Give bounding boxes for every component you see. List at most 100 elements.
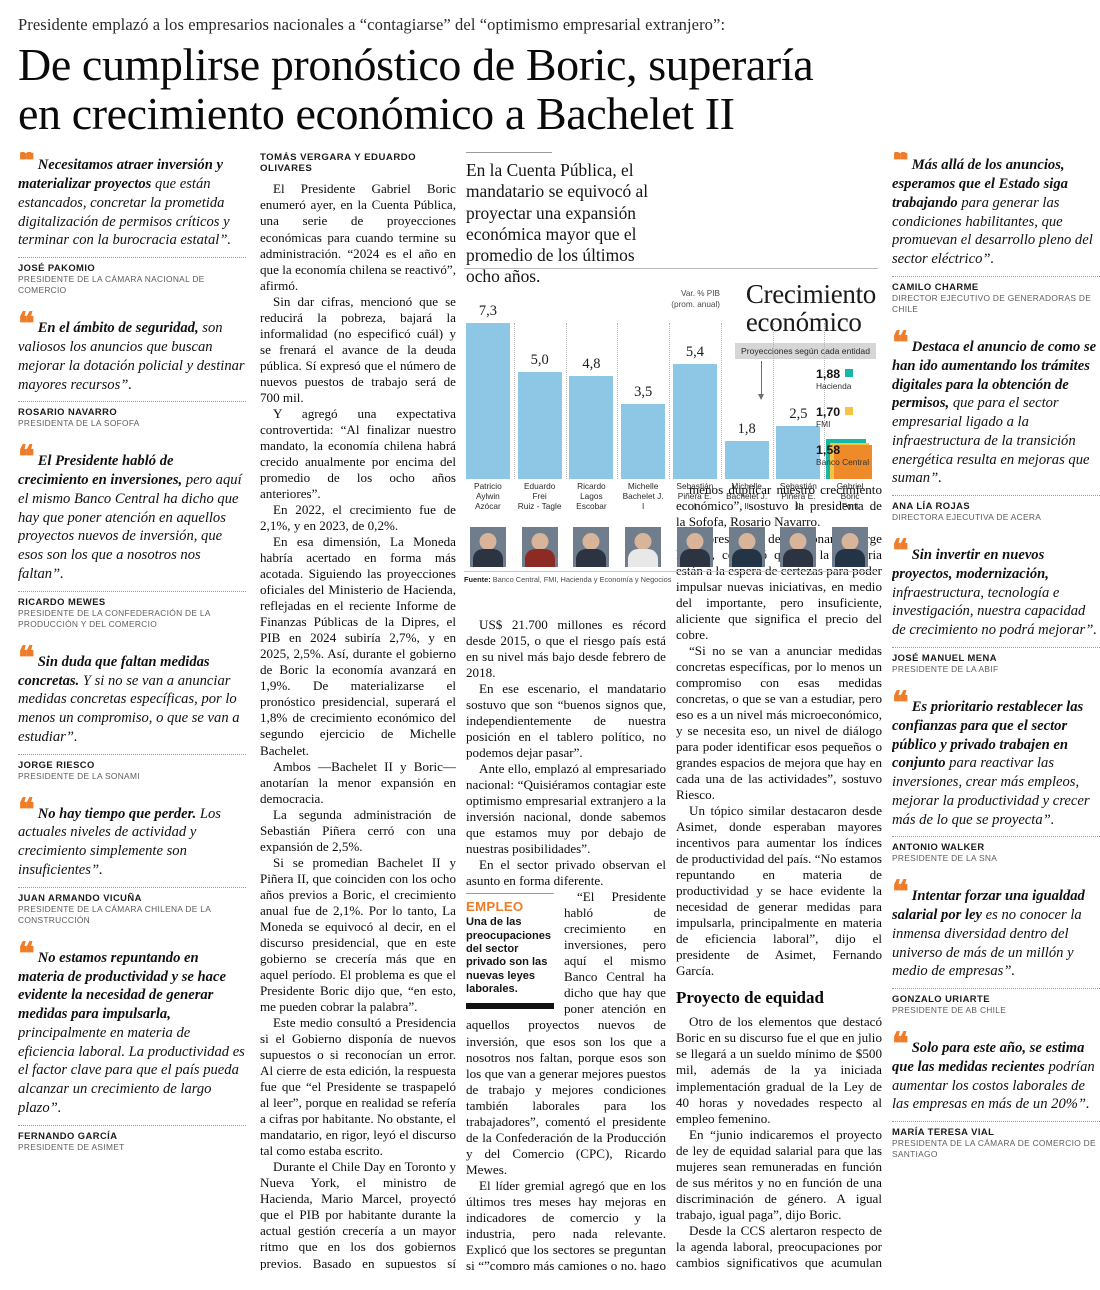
- paragraph: En “junio indicaremos el proyecto de ley…: [676, 1126, 882, 1222]
- body-text-2: US$ 21.700 millones es récord desde 2015…: [466, 617, 666, 890]
- projection-arrow-icon: [758, 361, 764, 400]
- quote-author: MARÍA TERESA VIAL: [892, 1126, 995, 1138]
- quote-text: Sin invertir en nuevos proyectos, modern…: [892, 547, 1097, 638]
- quote-author: JOSÉ MANUEL MENA: [892, 651, 997, 663]
- quote-author: ANTONIO WALKER: [892, 841, 985, 853]
- chart-category-label-line: Font: [841, 501, 859, 512]
- president-photo: [728, 527, 765, 567]
- kicker: Presidente emplazó a los empresarios nac…: [18, 15, 726, 34]
- paragraph: US$ 21.700 millones es récord desde 2015…: [466, 616, 666, 680]
- photo-face: [686, 533, 704, 550]
- chart-separator: [617, 323, 619, 479]
- source-label: Fuente:: [464, 575, 491, 584]
- chart-separator: [824, 323, 826, 479]
- photo-face: [789, 533, 807, 550]
- quote-author: JOSÉ PAKOMIO: [18, 262, 96, 274]
- quote-divider: [18, 401, 246, 403]
- chart-bar-group: 7,3: [465, 303, 510, 479]
- chart-bar-group: 1,8: [724, 421, 769, 479]
- projection-value: 1,88: [816, 367, 841, 381]
- quote-author-role: DIRECTOR EJECUTIVO DE GENERADORAS DE CHI…: [892, 292, 1092, 314]
- quote-text-bold: No estamos repuntando en materia de prod…: [18, 949, 226, 1023]
- chart-bar-value: 2,5: [789, 405, 808, 422]
- projection-entity: FMI: [816, 418, 831, 429]
- quote-text-bold: Solo para este año, se estima que las me…: [892, 1040, 1085, 1075]
- quote-text-bold: El Presidente habló de crecimiento en in…: [18, 453, 183, 489]
- chart-bar-group: 3,5: [621, 384, 666, 479]
- photo-body: [835, 549, 866, 567]
- quote-author-role: PRESIDENTA DE LA CÁMARA DE COMERCIO DE S…: [892, 1138, 1096, 1160]
- quote-divider: [18, 753, 246, 755]
- quote-author: ROSARIO NAVARRO: [18, 406, 118, 418]
- projection-entity: Banco Central: [816, 456, 870, 467]
- quote-divider: [892, 275, 1100, 277]
- chart-category-label: Patricio Aylwin Azócar: [461, 481, 515, 511]
- quote-block: ❝ En el ámbito de seguridad, son valiosos…: [18, 309, 246, 429]
- chart-category-label-line: I: [641, 501, 645, 512]
- chart-category-label-line: Azócar: [474, 501, 501, 512]
- projection-color-chip: [845, 444, 854, 453]
- quote-text-rest: para generar las condiciones habilitante…: [892, 194, 1093, 268]
- quote-mark-icon: ❝: [892, 533, 909, 569]
- paragraph: Este medio consultó a Presidencia si el …: [260, 1015, 456, 1159]
- chart-title-line2: económico: [745, 306, 862, 337]
- quote-text-rest: es no conocer la inmensa diversidad dent…: [892, 907, 1082, 980]
- photo-body: [783, 549, 814, 567]
- standfirst: En la Cuenta Pública, el mandatario se e…: [466, 160, 649, 286]
- chart-bar-value: 5,4: [685, 343, 704, 360]
- chart-separator: [513, 323, 515, 479]
- quote-block: ❝ Destaca el anuncio de como se han ido a…: [892, 325, 1100, 523]
- quote-author: CAMILO CHARME: [892, 280, 979, 292]
- paragraph: Desde la CCS alertaron respecto de la ag…: [676, 1222, 882, 1270]
- paragraph: En 2022, el crecimiento fue de 2,1%, y e…: [260, 502, 456, 534]
- photo-body: [524, 549, 555, 567]
- standfirst-block: En la Cuenta Pública, el mandatario se e…: [466, 152, 666, 286]
- quote-divider: [892, 646, 1100, 648]
- photo-face: [479, 533, 497, 550]
- body-column-3: menos duplicar nuestro crecimiento econó…: [676, 152, 882, 1270]
- president-photo: [676, 527, 713, 567]
- paragraph: “Si no se van a anunciar medidas concret…: [676, 642, 882, 802]
- chart-category-label-line: Sebastián: [779, 481, 817, 491]
- quote-block: ❝ Sin duda que faltan medidas concretas. …: [18, 642, 246, 782]
- paragraph: Y agregó una expectativa controvertida: …: [260, 405, 456, 501]
- chart-category-label-line: Eduardo: [523, 481, 556, 491]
- subhead-equidad: Proyecto de equidad: [676, 988, 824, 1008]
- quote-mark-icon: ❝: [892, 685, 909, 721]
- paragraph: Ambos —Bachelet II y Boric— anotarían la…: [260, 758, 456, 806]
- quote-mark-icon: ❝: [18, 791, 35, 827]
- quote-author-role: DIRECTORA EJECUTIVA DE ACERA: [892, 512, 1042, 523]
- paragraph: Ante ello, emplazó al empresariado nacio…: [466, 760, 666, 857]
- body-text-1: El Presidente Gabriel Boric enumeró ayer…: [260, 181, 456, 1270]
- quote-text-rest: que están estancados, concretar la prome…: [18, 176, 232, 249]
- photo-face: [634, 533, 652, 550]
- photo-face: [582, 533, 600, 550]
- quote-text-rest: podrían aumentar los costos laborales de…: [892, 1058, 1095, 1113]
- body-column-2: En la Cuenta Pública, el mandatario se e…: [466, 152, 666, 1270]
- quote-mark-icon: ❝: [18, 935, 35, 971]
- quote-author-role: PRESIDENTE DE LA ABIF: [892, 663, 999, 674]
- quote-divider: [892, 836, 1100, 838]
- chart-category-label-line: I: [693, 501, 697, 512]
- paragraph: menos duplicar nuestro crecimiento econó…: [676, 482, 882, 530]
- projection-value: 1,70: [816, 404, 841, 419]
- quote-mark-icon: ❝: [18, 439, 35, 475]
- quote-author: GONZALO URIARTE: [892, 993, 990, 1005]
- chart-bar-group: 5,4: [672, 343, 717, 479]
- chart-bar: [672, 363, 717, 479]
- projection-banner: Proyecciones según cada entidad: [735, 343, 876, 359]
- quote-mark-icon: ❝: [892, 325, 909, 361]
- quote-author: FERNANDO GARCÍA: [18, 1129, 118, 1141]
- quote-divider: [18, 886, 246, 888]
- quote-text: Más allá de los anuncios, esperamos que …: [892, 157, 1093, 267]
- quote-block: ❝ Intentar forzar una igualdad salarial p…: [892, 877, 1100, 1016]
- paragraph: El líder gremial agregó que en los últim…: [466, 1177, 666, 1271]
- left-quote-rail: ❝ Necesitamos atraer inversión y material…: [18, 152, 250, 1270]
- quote-text: No hay tiempo que perder. Los actuales n…: [18, 806, 221, 878]
- quote-author-role: PRESIDENTE DE LA SNA: [892, 853, 998, 864]
- quote-text: En el ámbito de seguridad, son valiosos …: [18, 320, 245, 392]
- chart-separator: [565, 323, 567, 479]
- paragraph: Otro de los elementos que destacó Boric …: [676, 1014, 882, 1126]
- source-text: Banco Central, FMI, Hacienda y Economía …: [492, 575, 672, 584]
- chart-category-label: Sebastián Piñera E. I: [668, 481, 722, 511]
